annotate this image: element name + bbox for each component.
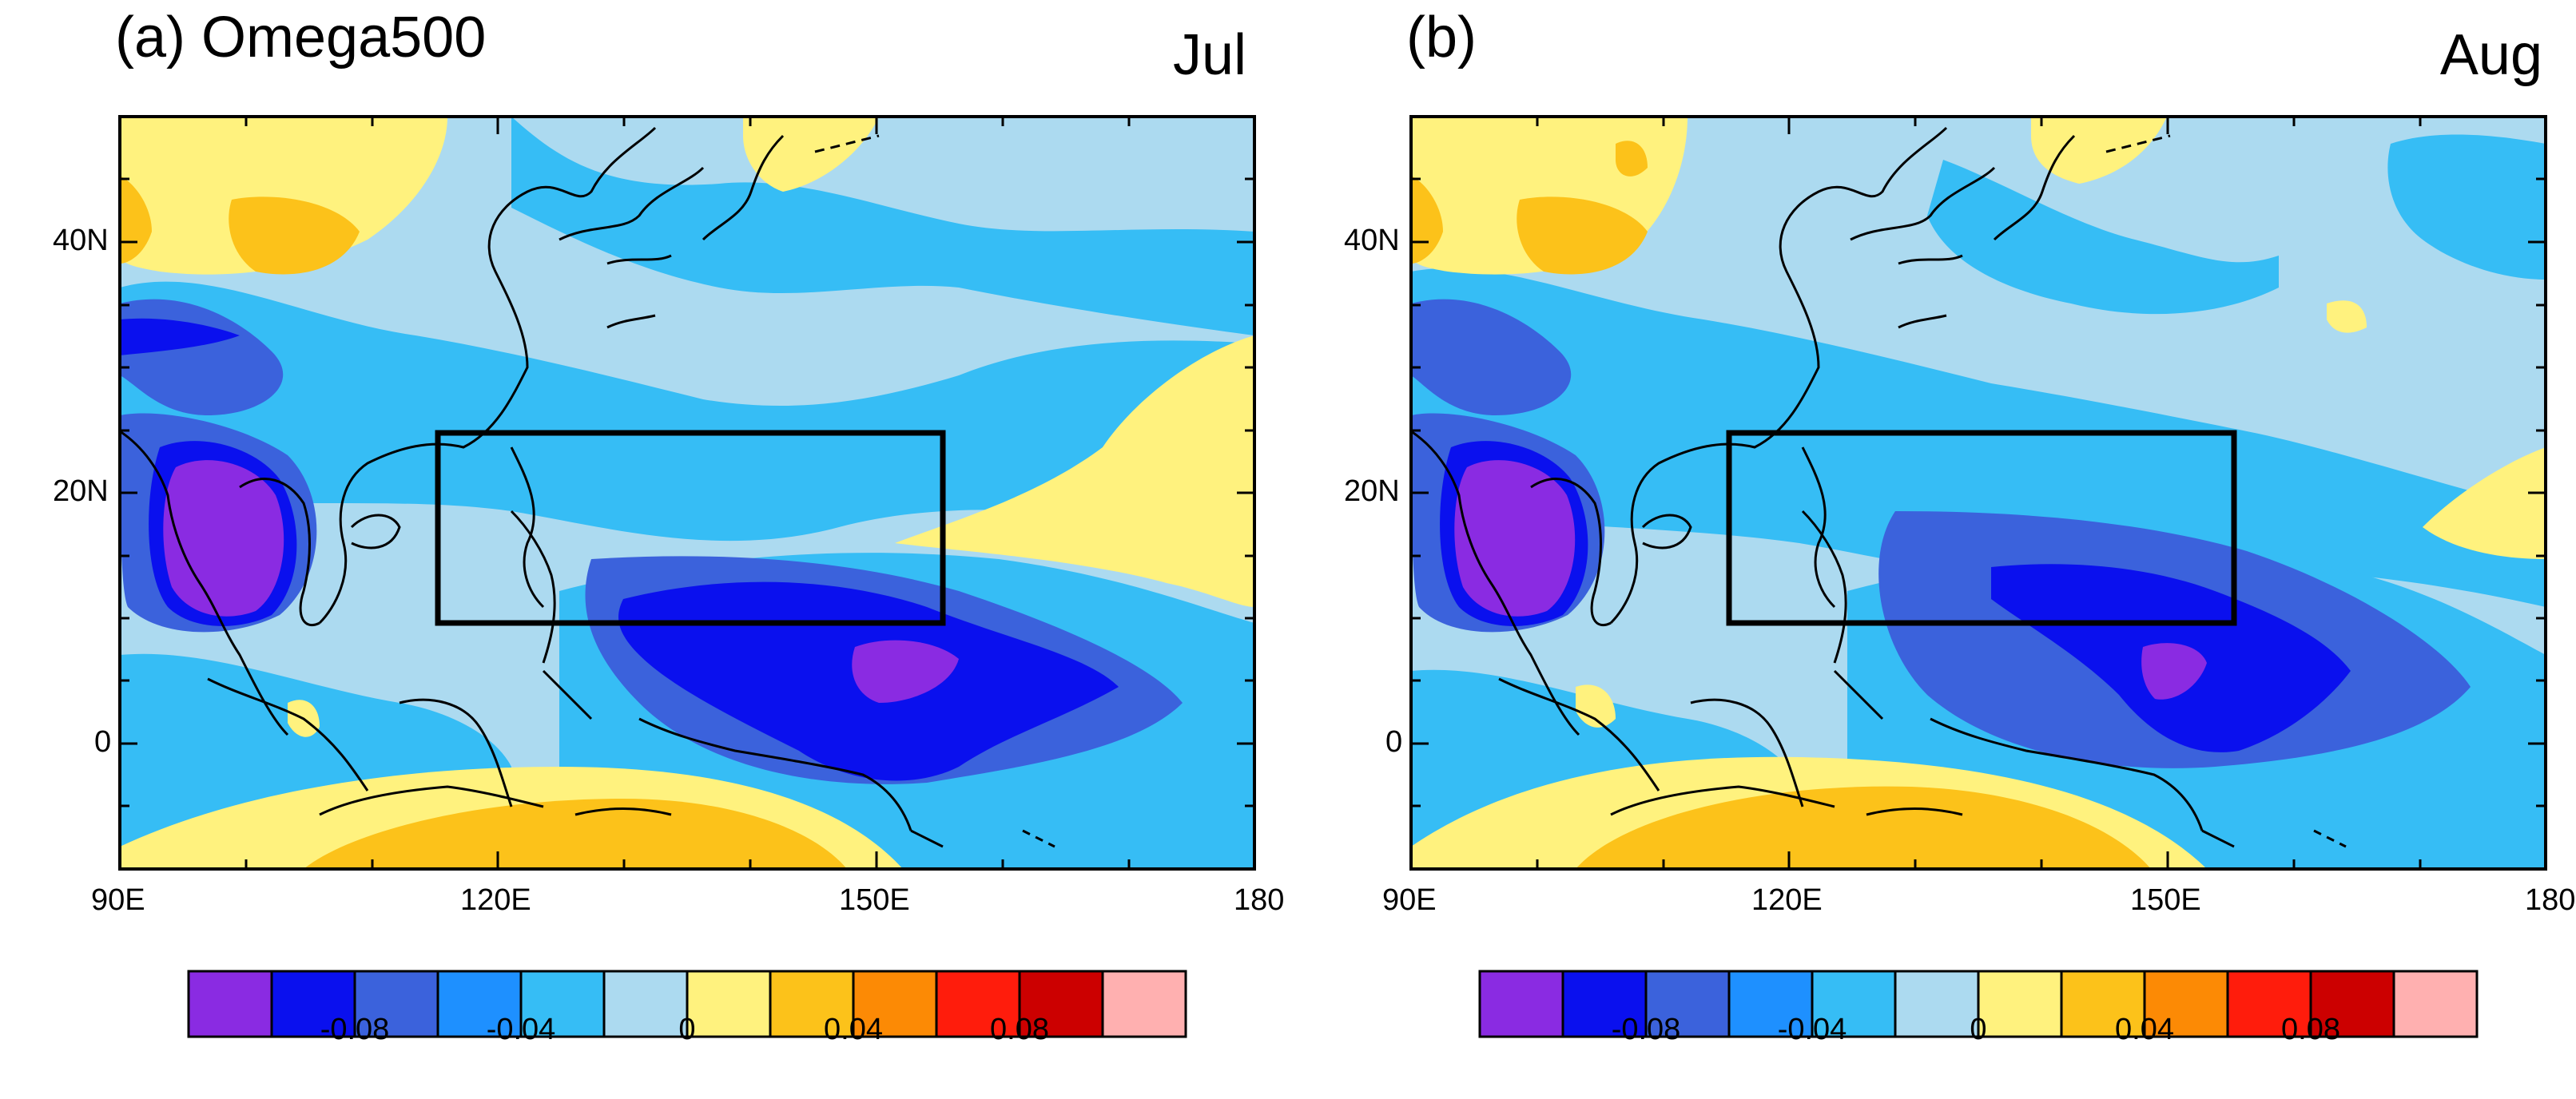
- colorbar-swatch: [1101, 970, 1187, 1038]
- y-ticks: [1411, 177, 2546, 807]
- coastlines: [1411, 126, 2347, 848]
- panel-jul: (a) Omega500 Jul: [53, 6, 1285, 1046]
- target-region-box: [435, 430, 946, 626]
- colorbar-label: 0: [678, 1013, 696, 1046]
- colorbar-swatch: [353, 970, 439, 1038]
- colorbar-label: -0.08: [1611, 1013, 1681, 1046]
- colorbar-swatch: [1478, 970, 1564, 1038]
- colorbar-swatch: [2309, 970, 2395, 1038]
- colorbar-swatch: [187, 970, 273, 1038]
- colorbar-swatch: [1644, 970, 1731, 1038]
- colorbar-swatch: [2226, 970, 2312, 1038]
- colorbar-swatch: [1894, 970, 1980, 1038]
- colorbar-label: 0.08: [2281, 1013, 2340, 1046]
- colorbar-swatch: [2392, 970, 2479, 1038]
- colorbar-swatch: [686, 970, 772, 1038]
- colorbar-swatch: [1977, 970, 2063, 1038]
- colorbar-label: 0.04: [824, 1013, 883, 1046]
- colorbar-swatch: [1561, 970, 1648, 1038]
- x-tick-label: 120E: [460, 883, 531, 917]
- panel-title: (b): [1406, 6, 1477, 69]
- x-ticks: [118, 117, 1256, 869]
- panel-month-label: Jul: [1172, 23, 1246, 87]
- x-tick-label: 150E: [839, 883, 910, 917]
- coastlines: [120, 126, 1055, 848]
- y-tick-label: 20N: [1344, 474, 1400, 508]
- x-tick-label: 180: [2525, 883, 2576, 917]
- panel-aug: (b) Aug: [1288, 0, 2576, 1099]
- colorbar-swatch: [1018, 970, 1104, 1038]
- colorbar-label: 0.04: [2115, 1013, 2174, 1046]
- colorbar-swatch: [436, 970, 523, 1038]
- contour-field: [1411, 117, 2546, 869]
- contour-field: [120, 117, 1254, 869]
- colorbar-label: 0.08: [990, 1013, 1049, 1046]
- colorbar-swatch: [1727, 970, 1814, 1038]
- x-tick-label: 90E: [91, 883, 145, 917]
- colorbar-label: -0.08: [320, 1013, 390, 1046]
- colorbar-swatch: [935, 970, 1021, 1038]
- y-tick-label: 20N: [53, 474, 109, 508]
- x-tick-label: 120E: [1751, 883, 1823, 917]
- colorbar-swatch: [270, 970, 356, 1038]
- y-tick-label: 40N: [1344, 224, 1400, 257]
- colorbar-label: 0: [1970, 1013, 1987, 1046]
- x-tick-label: 150E: [2130, 883, 2201, 917]
- colorbar-swatch: [2060, 970, 2146, 1038]
- panel-title: (a) Omega500: [115, 6, 487, 69]
- x-tick-label: 180: [1234, 883, 1285, 917]
- colorbar-label: -0.04: [1777, 1013, 1847, 1046]
- colorbar: [187, 970, 1187, 1038]
- colorbar-swatch: [602, 970, 689, 1038]
- y-ticks: [120, 177, 1254, 807]
- y-tick-label: 40N: [53, 224, 109, 257]
- panel-month-label: Aug: [2439, 23, 2542, 87]
- colorbar-label: -0.04: [486, 1013, 556, 1046]
- map-jul: [118, 115, 1256, 871]
- colorbar-swatch: [1811, 970, 1897, 1038]
- y-tick-label: 0: [94, 725, 112, 759]
- colorbar: [1478, 970, 2479, 1038]
- y-tick-label: 0: [1385, 725, 1403, 759]
- map-aug: [1409, 115, 2547, 871]
- x-tick-label: 90E: [1382, 883, 1437, 917]
- colorbar-swatch: [769, 970, 855, 1038]
- x-ticks: [1409, 117, 2547, 869]
- target-region-box: [1726, 430, 2237, 626]
